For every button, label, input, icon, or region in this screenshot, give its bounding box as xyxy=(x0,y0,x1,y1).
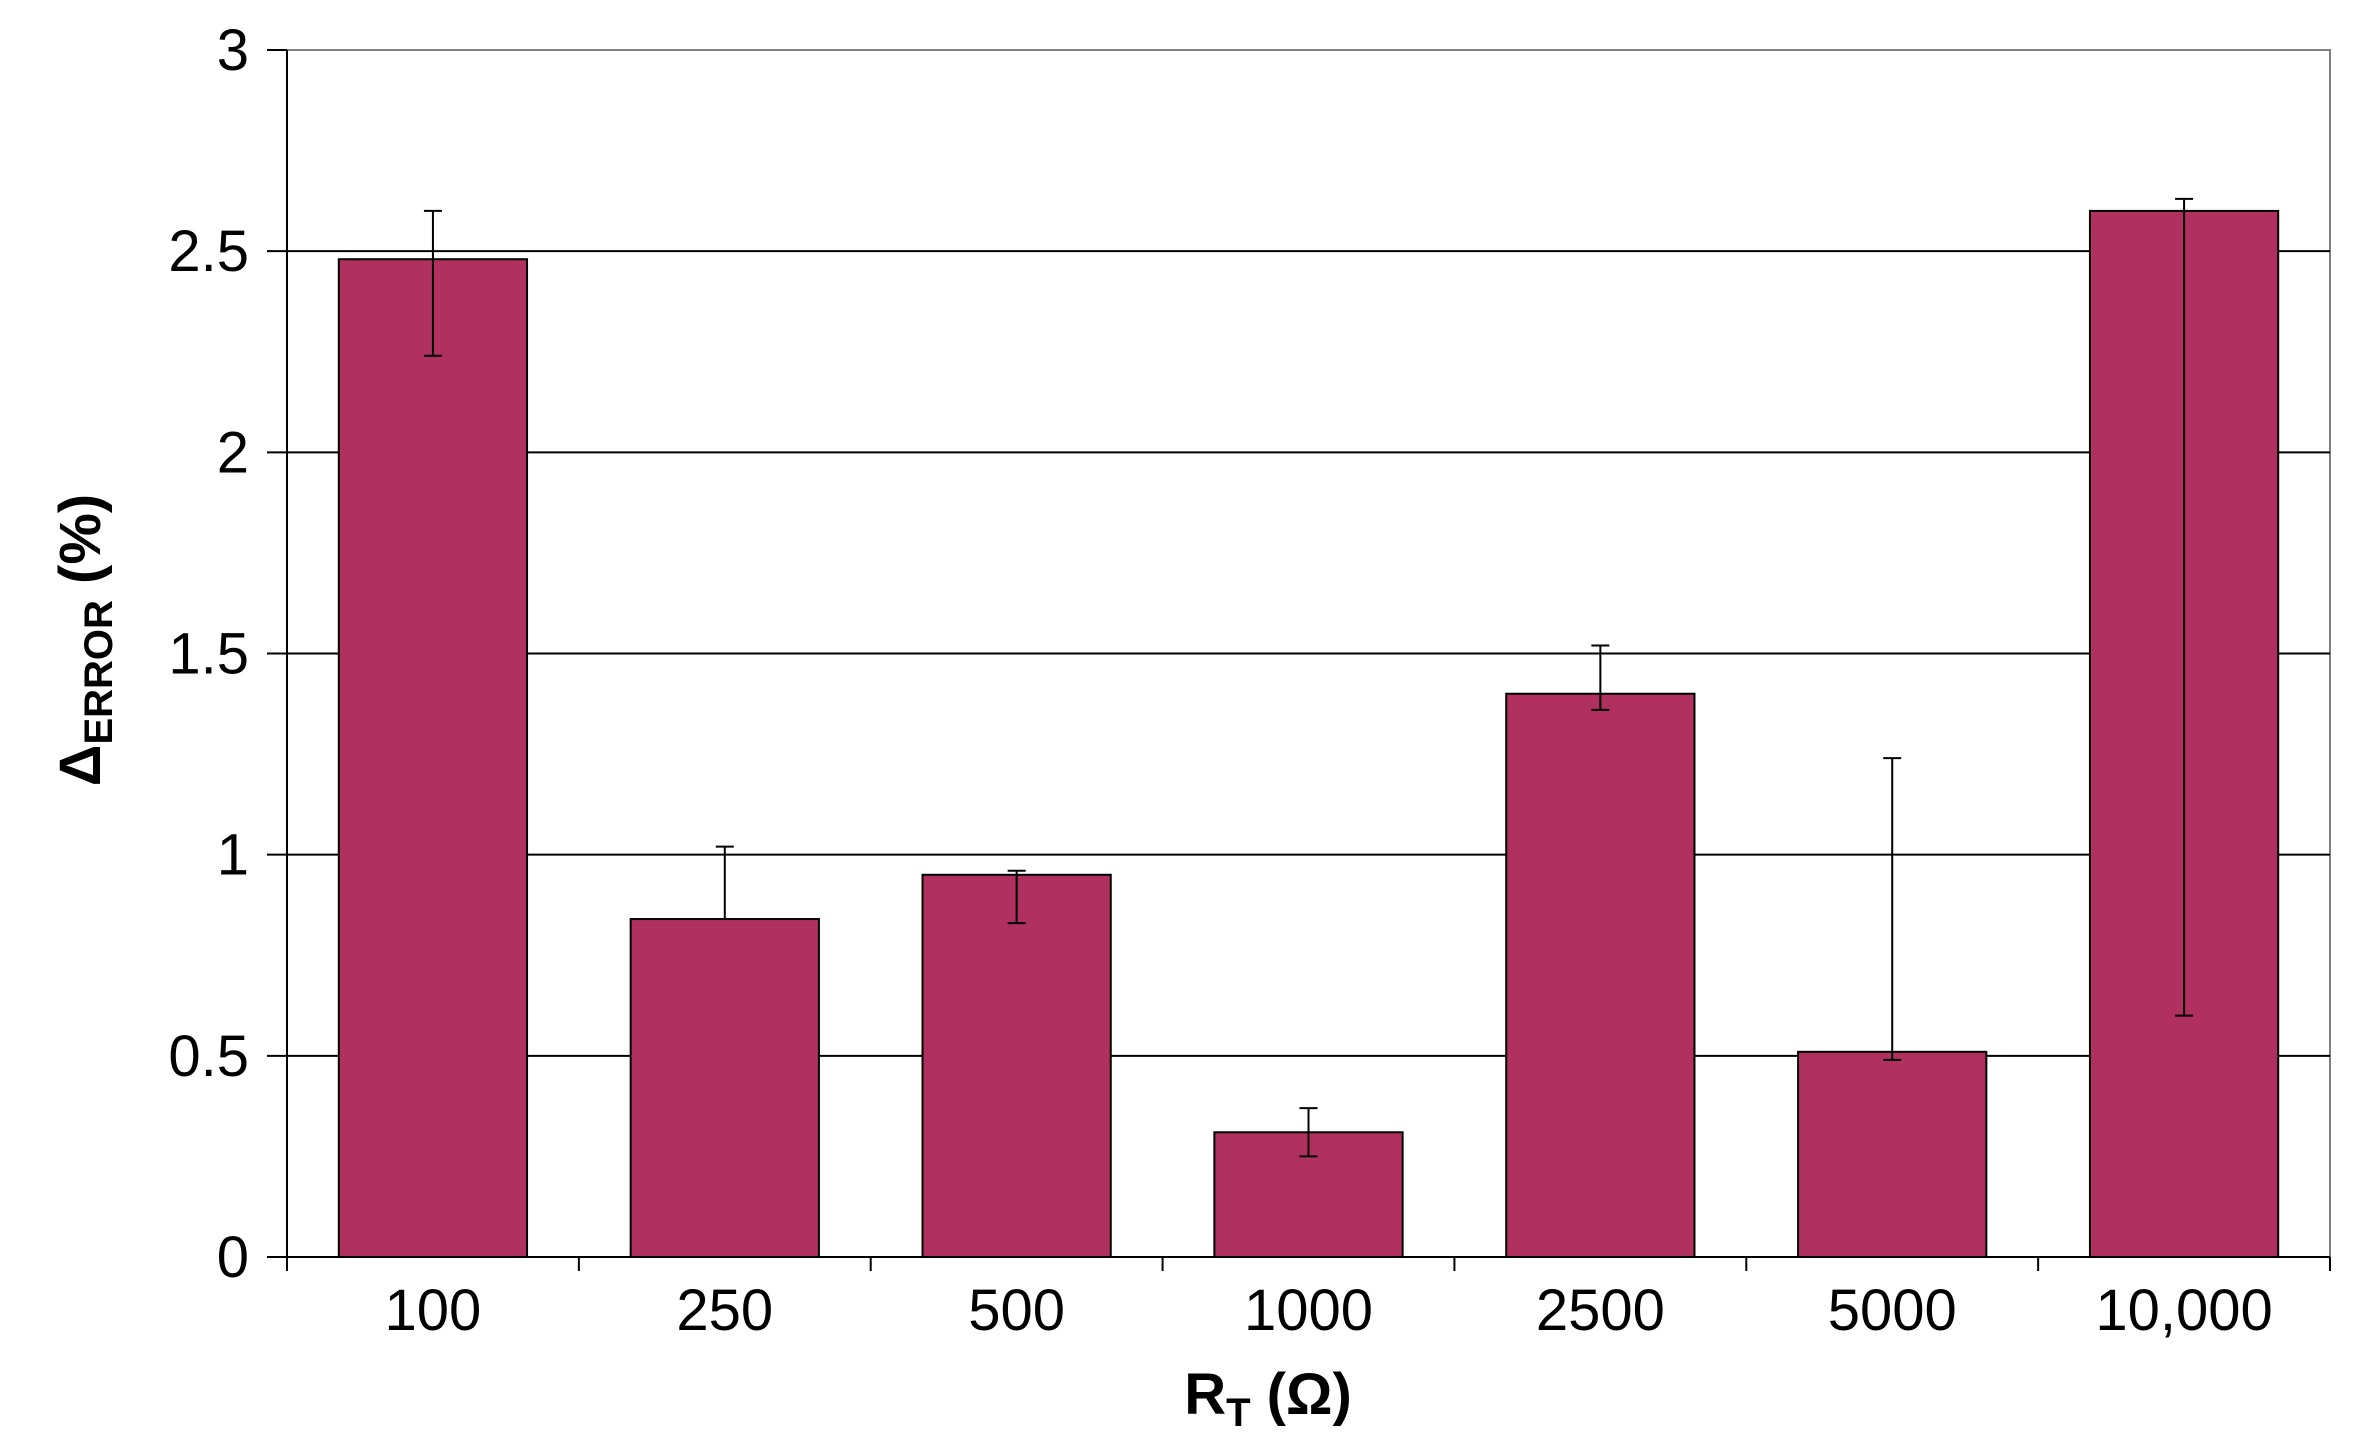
x-axis-tick-labels: 100 250 500 1000 2500 5000 10,000 xyxy=(286,1257,2331,1343)
x-axis-title-main: R xyxy=(1184,1362,1226,1427)
error-bars xyxy=(423,197,2194,1158)
x-tick-label: 100 xyxy=(385,1278,482,1343)
x-tick-label: 1000 xyxy=(1244,1278,1373,1343)
y-axis-title-sub: ERROR xyxy=(77,600,121,745)
x-axis-title: RT (Ω) xyxy=(1184,1362,1352,1435)
y-tick-label: 0.5 xyxy=(168,1024,249,1089)
y-axis-ticks: 0 0.5 1 1.5 2 2.5 3 xyxy=(168,18,287,1290)
y-tick-label: 2 xyxy=(217,420,249,485)
bar xyxy=(337,258,529,1259)
y-tick-label: 1.5 xyxy=(168,622,249,687)
y-tick-label: 3 xyxy=(217,18,249,83)
gridlines xyxy=(287,250,2330,1057)
bar xyxy=(629,918,820,1258)
y-tick-label: 2.5 xyxy=(168,219,249,284)
y-axis-title-main: Δ xyxy=(48,745,113,787)
bar xyxy=(921,873,1112,1258)
x-tick-label: 10,000 xyxy=(2095,1278,2272,1343)
y-tick-label: 1 xyxy=(217,823,249,888)
x-tick-label: 250 xyxy=(676,1278,773,1343)
y-axis-title-unit: (%) xyxy=(48,494,113,600)
x-tick-label: 500 xyxy=(968,1278,1065,1343)
bar xyxy=(1505,692,1696,1258)
bars xyxy=(337,209,2280,1259)
x-tick-label: 5000 xyxy=(1828,1278,1957,1343)
x-tick-label: 2500 xyxy=(1536,1278,1665,1343)
x-axis-title-unit: (Ω) xyxy=(1251,1362,1352,1427)
x-axis-title-sub: T xyxy=(1226,1391,1250,1435)
y-tick-label: 0 xyxy=(217,1225,249,1290)
bar xyxy=(1797,1050,1988,1259)
y-axis-title: ΔERROR (%) xyxy=(48,494,121,786)
